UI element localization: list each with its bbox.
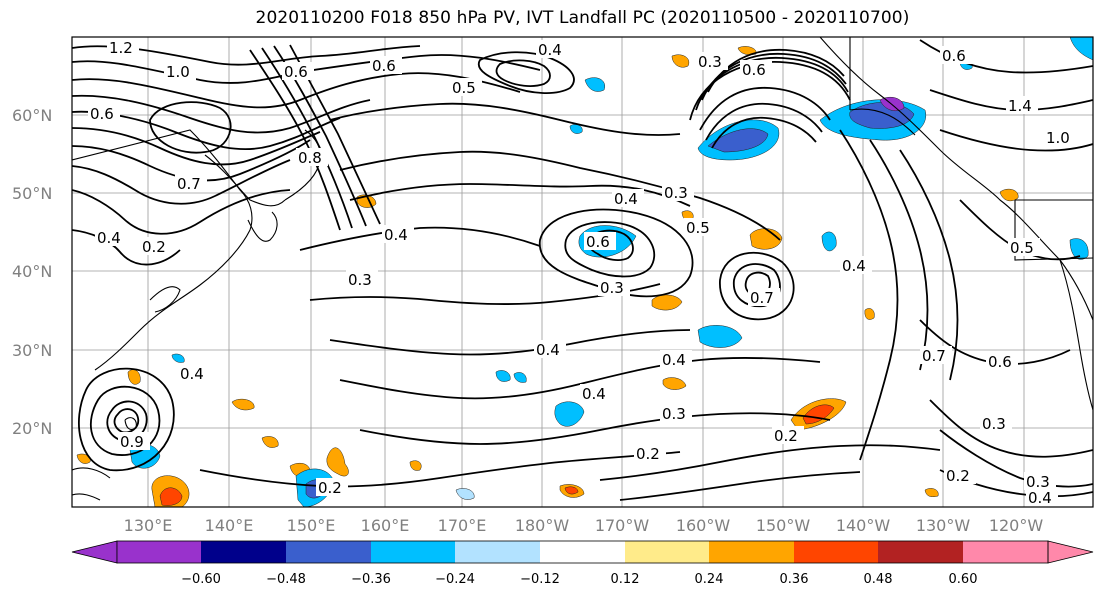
contour-label: 0.6 <box>90 105 114 123</box>
contour-label: 0.4 <box>662 351 686 369</box>
contour-label: 0.6 <box>988 353 1012 371</box>
contour-label: 0.2 <box>142 238 166 256</box>
contour-label: 0.4 <box>180 365 204 383</box>
lon-label: 160°W <box>676 516 731 535</box>
colorbar-segment <box>540 541 625 563</box>
contour-label: 1.0 <box>1046 129 1070 147</box>
contour-label: 0.8 <box>298 149 322 167</box>
contour-label: 0.4 <box>614 190 638 208</box>
contour-label: 0.6 <box>284 63 308 81</box>
contour-label: 0.3 <box>1026 473 1050 491</box>
colorbar-segment <box>286 541 371 563</box>
map-area <box>72 37 1093 507</box>
lon-label: 130°W <box>916 516 971 535</box>
contour-label: 0.4 <box>536 341 560 359</box>
contour-label: 0.3 <box>698 53 722 71</box>
lon-label: 140°E <box>205 516 254 535</box>
colorbar-label: 0.60 <box>949 572 978 587</box>
lat-label: 20°N <box>12 419 52 438</box>
contour-label: 0.5 <box>686 219 710 237</box>
colorbar-label: 0.48 <box>864 572 893 587</box>
contour-label: 0.6 <box>742 61 766 79</box>
lat-label: 30°N <box>12 341 52 360</box>
contour-label: 0.6 <box>586 233 610 251</box>
contour-label: 0.2 <box>946 467 970 485</box>
colorbar-segment <box>117 541 201 563</box>
colorbar-segment <box>963 541 1048 563</box>
colorbar-label: −0.36 <box>351 572 391 587</box>
lon-label: 140°W <box>836 516 891 535</box>
contour-label: 1.4 <box>1008 97 1032 115</box>
lon-label: 130°E <box>124 516 173 535</box>
map-title: 2020110200 F018 850 hPa PV, IVT Landfall… <box>255 8 910 28</box>
lat-label: 50°N <box>12 184 52 203</box>
colorbar-extend-low <box>71 540 118 564</box>
colorbar-label: −0.12 <box>520 572 560 587</box>
contour-label: 0.3 <box>348 271 372 289</box>
contour-label: 0.7 <box>177 175 201 193</box>
colorbar-segment <box>878 541 963 563</box>
contour-label: 0.4 <box>384 226 408 244</box>
lat-label: 60°N <box>12 106 52 125</box>
contour-label: 1.0 <box>166 63 190 81</box>
lon-label: 150°E <box>287 516 336 535</box>
contour-label: 0.4 <box>842 257 866 275</box>
colorbar-extend-high <box>1047 540 1094 564</box>
contour-label: 0.3 <box>662 405 686 423</box>
lat-label: 40°N <box>12 262 52 281</box>
map-frame <box>71 36 1094 508</box>
colorbar-segment <box>201 541 286 563</box>
contour-label: 0.3 <box>982 415 1006 433</box>
lon-label: 150°W <box>756 516 811 535</box>
colorbar-label: 0.12 <box>611 572 640 587</box>
contour-label: 0.7 <box>750 289 774 307</box>
colorbar-segment <box>455 541 540 563</box>
coastlines <box>72 37 1093 501</box>
contour-label: 0.2 <box>636 445 660 463</box>
contour-label: 0.6 <box>372 57 396 75</box>
colorbar: −0.60 −0.48 −0.36 −0.24 −0.12 0.12 0.24 … <box>71 540 1094 587</box>
colorbar-segment <box>709 541 794 563</box>
colorbar-label: −0.60 <box>181 572 221 587</box>
latitude-labels: 60°N 50°N 40°N 30°N 20°N <box>12 106 52 438</box>
colorbar-label: 0.24 <box>695 572 724 587</box>
lon-label: 160°E <box>361 516 410 535</box>
contour-label: 0.5 <box>452 79 476 97</box>
positive-anomaly-shading <box>76 46 1019 507</box>
contour-label: 0.4 <box>97 229 121 247</box>
contour-label: 0.3 <box>664 184 688 202</box>
contour-label: 0.4 <box>1028 489 1052 507</box>
colorbar-label: −0.48 <box>266 572 306 587</box>
colorbar-labels: −0.60 −0.48 −0.36 −0.24 −0.12 0.12 0.24 … <box>181 572 977 587</box>
contour-label: 0.5 <box>1010 239 1034 257</box>
contour-label: 0.7 <box>922 347 946 365</box>
lon-label: 120°W <box>989 516 1044 535</box>
lon-label: 170°E <box>438 516 487 535</box>
colorbar-segments <box>117 541 1048 563</box>
contour-label: 0.9 <box>120 433 144 451</box>
longitude-labels: 130°E 140°E 150°E 160°E 170°E 180°W 170°… <box>124 516 1044 535</box>
contour-label: 0.2 <box>318 479 342 497</box>
colorbar-segment <box>794 541 878 563</box>
contour-label: 1.2 <box>109 39 133 57</box>
colorbar-segment <box>625 541 709 563</box>
colorbar-label: 0.36 <box>780 572 809 587</box>
contour-label: 0.2 <box>774 427 798 445</box>
colorbar-segment <box>371 541 455 563</box>
lon-label: 180°W <box>515 516 570 535</box>
contour-label: 0.4 <box>538 41 562 59</box>
contour-labels: 1.2 1.0 0.6 0.6 0.6 0.5 0.4 0.4 0.2 0.8 … <box>88 38 1076 507</box>
contour-label: 0.4 <box>582 385 606 403</box>
lon-label: 170°W <box>595 516 650 535</box>
contour-label: 0.3 <box>600 279 624 297</box>
contour-label: 0.6 <box>942 47 966 65</box>
colorbar-label: −0.24 <box>435 572 475 587</box>
